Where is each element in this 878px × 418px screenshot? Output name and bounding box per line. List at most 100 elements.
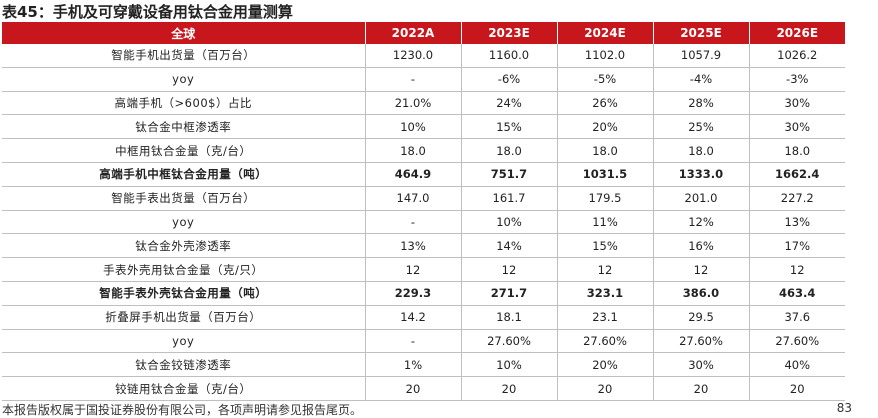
value-cell: - [365,329,462,354]
row-label: 钛合金铰链渗透率 [2,352,366,378]
header-cell-2025e: 2025E [653,22,750,44]
row-label: 钛合金外壳渗透率 [2,233,366,259]
value-cell: 10% [461,352,558,378]
value-cell: 15% [557,233,654,259]
value-cell: 23.1 [557,305,654,330]
value-cell: 20 [653,376,750,401]
value-cell: 21.0% [365,91,462,116]
value-cell: 1160.0 [461,44,558,68]
value-cell: 18.0 [461,138,558,163]
value-cell: -5% [557,67,654,92]
value-cell: 11% [557,210,654,235]
value-cell: 30% [749,114,845,140]
value-cell: 20% [557,352,654,378]
value-cell: 227.2 [749,186,845,211]
table-row: 智能手表出货量（百万台） 147.0 161.7 179.5 201.0 227.2 [2,186,845,211]
value-cell: 27.60% [557,329,654,354]
value-cell: 1662.4 [749,162,845,187]
table-row: yoy - -6% -5% -4% -3% [2,67,845,92]
value-cell: 14.2 [365,305,462,330]
value-cell: 37.6 [749,305,845,330]
value-cell: 179.5 [557,186,654,211]
value-cell: 12 [461,257,558,282]
value-cell: 463.4 [749,281,845,306]
value-cell: 12 [557,257,654,282]
value-cell: 271.7 [461,281,558,306]
value-cell: 27.60% [749,329,845,354]
row-label: 智能手机出货量（百万台） [2,44,366,68]
value-cell: 18.0 [557,138,654,163]
value-cell: 12 [749,257,845,282]
value-cell: 17% [749,233,845,259]
value-cell: 28% [653,91,750,116]
value-cell: 27.60% [461,329,558,354]
row-label: yoy [2,210,366,235]
value-cell: 1333.0 [653,162,750,187]
header-cell-2024e: 2024E [557,22,654,44]
value-cell: 40% [749,352,845,378]
table-row: 智能手表外壳钛合金用量（吨） 229.3 271.7 323.1 386.0 463.4 [2,281,845,306]
table-row: yoy -10% 11% 12% 13% [2,210,845,235]
value-cell: 18.0 [365,138,462,163]
value-cell: 29.5 [653,305,750,330]
row-label: 智能手表出货量（百万台） [2,186,366,211]
row-label: 中框用钛合金量（克/台） [2,138,366,163]
value-cell: 386.0 [653,281,750,306]
value-cell: 20 [365,376,462,401]
table-row: 钛合金铰链渗透率 1% 10% 20% 30% 40% [2,352,845,378]
row-label: 折叠屏手机出货量（百万台） [2,305,366,330]
table-row: 手表外壳用钛合金量（克/只） 12 12 12 12 12 [2,257,845,282]
header-row: 全球 2022A 2023E 2024E 2025E 2026E [2,22,845,44]
table-row: yoy -27.60% 27.60% 27.60% 27.60% [2,329,845,354]
value-cell: -4% [653,67,750,92]
value-cell: 1057.9 [653,44,750,68]
value-cell: 26% [557,91,654,116]
value-cell: - [365,67,462,92]
table-body: 智能手机出货量（百万台） 1230.0 1160.0 1102.0 1057.9 1026… [2,44,845,401]
value-cell: 18.1 [461,305,558,330]
value-cell: 20 [557,376,654,401]
value-cell: 201.0 [653,186,750,211]
value-cell: 161.7 [461,186,558,211]
table-row: 中框用钛合金量（克/台） 18.0 18.0 18.0 18.0 18.0 [2,138,845,163]
value-cell: 12% [653,210,750,235]
value-cell: 12 [365,257,462,282]
value-cell: 1031.5 [557,162,654,187]
row-label: 高端手机中框钛合金用量（吨） [2,162,366,187]
value-cell: 10% [461,210,558,235]
table-row: 钛合金外壳渗透率 13% 14% 15% 16% 17% [2,233,845,259]
row-label: 智能手表外壳钛合金用量（吨） [2,281,366,306]
value-cell: 16% [653,233,750,259]
value-cell: - [365,210,462,235]
value-cell: 24% [461,91,558,116]
value-cell: 18.0 [653,138,750,163]
row-label: 铰链用钛合金量（克/台） [2,376,366,401]
value-cell: 27.60% [653,329,750,354]
value-cell: 18.0 [749,138,845,163]
table-row: 折叠屏手机出货量（百万台） 14.2 18.1 23.1 29.5 37.6 [2,305,845,330]
value-cell: 30% [749,91,845,116]
table-row: 智能手机出货量（百万台） 1230.0 1160.0 1102.0 1057.9 1026… [2,44,845,68]
value-cell: 1% [365,352,462,378]
table-row: 高端手机中框钛合金用量（吨） 464.9 751.7 1031.5 1333.0 1662… [2,162,845,187]
value-cell: 13% [365,233,462,259]
table-row: 钛合金中框渗透率 10% 15% 20% 25% 30% [2,114,845,140]
value-cell: 10% [365,114,462,140]
value-cell: 751.7 [461,162,558,187]
value-cell: 464.9 [365,162,462,187]
header-cell-2022a: 2022A [365,22,462,44]
footer-disclaimer: 本报告版权属于国投证券股份有限公司，各项声明请参见报告尾页。 [2,403,363,417]
row-label: 高端手机（>600$）占比 [2,91,366,116]
row-label: 钛合金中框渗透率 [2,114,366,140]
value-cell: -3% [749,67,845,92]
value-cell: 30% [653,352,750,378]
value-cell: 229.3 [365,281,462,306]
table-row: 铰链用钛合金量（克/台） 20 20 20 20 20 [2,376,845,401]
value-cell: 20% [557,114,654,140]
titanium-usage-table: 全球 2022A 2023E 2024E 2025E 2026E 智能手机出货量… [2,22,845,401]
header-cell-region: 全球 [2,22,366,44]
row-label: yoy [2,67,366,92]
value-cell: 15% [461,114,558,140]
value-cell: 20 [749,376,845,401]
value-cell: 147.0 [365,186,462,211]
